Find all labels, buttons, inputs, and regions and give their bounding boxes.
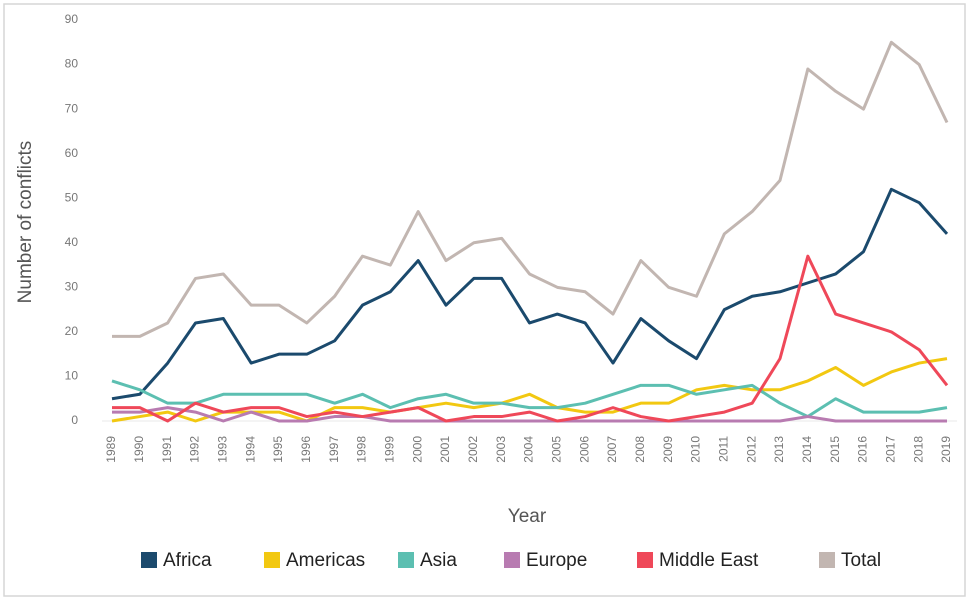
legend-swatch bbox=[264, 552, 280, 568]
y-tick-label: 0 bbox=[71, 413, 78, 427]
y-tick-label: 60 bbox=[65, 146, 79, 160]
x-tick-label: 1992 bbox=[188, 436, 202, 463]
x-axis-title: Year bbox=[508, 506, 547, 527]
x-tick-label: 2018 bbox=[911, 436, 925, 463]
y-tick-label: 50 bbox=[65, 190, 79, 204]
x-tick-label: 2001 bbox=[438, 436, 452, 463]
legend-swatch bbox=[141, 552, 157, 568]
x-tick-label: 1989 bbox=[104, 436, 118, 463]
y-tick-label: 30 bbox=[65, 280, 79, 294]
x-tick-label: 2019 bbox=[939, 436, 953, 463]
x-tick-label: 2009 bbox=[661, 436, 675, 463]
y-tick-label: 10 bbox=[65, 369, 79, 383]
x-tick-label: 1998 bbox=[355, 436, 369, 463]
x-tick-label: 1995 bbox=[271, 436, 285, 463]
y-tick-label: 90 bbox=[65, 12, 79, 26]
x-tick-label: 2011 bbox=[717, 436, 731, 462]
legend-label: Europe bbox=[526, 550, 587, 571]
x-tick-label: 2015 bbox=[828, 436, 842, 463]
x-tick-label: 1997 bbox=[327, 436, 341, 463]
legend-label: Africa bbox=[163, 550, 212, 571]
x-tick-label: 2008 bbox=[633, 436, 647, 463]
x-tick-label: 2006 bbox=[577, 436, 591, 463]
x-tick-label: 1990 bbox=[132, 436, 146, 463]
x-tick-label: 1993 bbox=[216, 436, 230, 463]
legend-swatch bbox=[398, 552, 414, 568]
x-tick-label: 2012 bbox=[744, 436, 758, 463]
series-line bbox=[112, 406, 947, 423]
legend-label: Americas bbox=[286, 550, 365, 571]
y-tick-label: 20 bbox=[65, 324, 79, 338]
legend-label: Middle East bbox=[659, 550, 759, 571]
y-tick-label: 70 bbox=[65, 101, 79, 115]
x-tick-label: 1994 bbox=[243, 436, 257, 463]
x-tick-label: 1999 bbox=[383, 436, 397, 463]
legend-swatch bbox=[504, 552, 520, 568]
legend-label: Asia bbox=[420, 550, 457, 571]
x-tick-label: 1996 bbox=[299, 436, 313, 463]
y-tick-label: 40 bbox=[65, 235, 79, 249]
series-line bbox=[111, 187, 949, 401]
frame bbox=[3, 3, 966, 597]
x-tick-label: 2010 bbox=[689, 436, 703, 463]
x-tick-label: 2000 bbox=[410, 436, 424, 463]
series-line bbox=[112, 254, 949, 423]
x-tick-label: 2016 bbox=[856, 436, 870, 463]
legend-swatch bbox=[637, 552, 653, 568]
legend-label: Total bbox=[841, 550, 881, 571]
x-tick-label: 2002 bbox=[466, 436, 480, 463]
x-tick-label: 2007 bbox=[605, 436, 619, 463]
x-tick-label: 1991 bbox=[160, 436, 174, 463]
x-tick-label: 2003 bbox=[494, 436, 508, 463]
y-axis-title: Number of conflicts bbox=[15, 141, 36, 304]
x-tick-label: 2004 bbox=[522, 436, 536, 463]
x-tick-label: 2017 bbox=[884, 436, 898, 463]
x-tick-label: 2005 bbox=[550, 436, 564, 463]
x-tick-label: 2014 bbox=[800, 436, 814, 463]
x-tick-label: 2013 bbox=[772, 436, 786, 463]
y-tick-label: 80 bbox=[65, 57, 79, 71]
legend-swatch bbox=[819, 552, 835, 568]
series-line bbox=[112, 40, 949, 338]
